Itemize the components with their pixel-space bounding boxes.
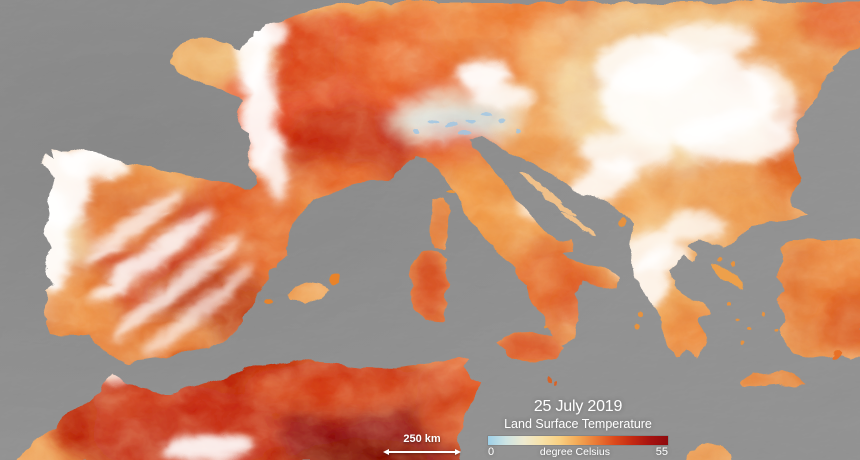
distance-scale-label: 250 km bbox=[403, 433, 441, 445]
temperature-colorbar bbox=[488, 436, 668, 445]
map-legend: 25 July 2019 Land Surface Temperature 0 … bbox=[488, 398, 668, 459]
double-arrow-icon bbox=[383, 449, 461, 455]
colorbar-labels: 0 degree Celsius 55 bbox=[488, 446, 668, 459]
legend-title: Land Surface Temperature bbox=[504, 417, 652, 431]
arrow-line bbox=[389, 451, 455, 453]
colorbar-max-label: 55 bbox=[655, 446, 668, 458]
colorbar-min-label: 0 bbox=[488, 446, 495, 458]
colorbar-unit-label: degree Celsius bbox=[539, 446, 610, 458]
distance-scale: 250 km bbox=[383, 433, 461, 455]
small-islands bbox=[263, 172, 838, 383]
arrow-left-icon bbox=[383, 449, 389, 455]
arrow-right-icon bbox=[455, 449, 461, 455]
legend-date: 25 July 2019 bbox=[533, 398, 623, 415]
alpine-blue-speckles bbox=[411, 110, 518, 134]
